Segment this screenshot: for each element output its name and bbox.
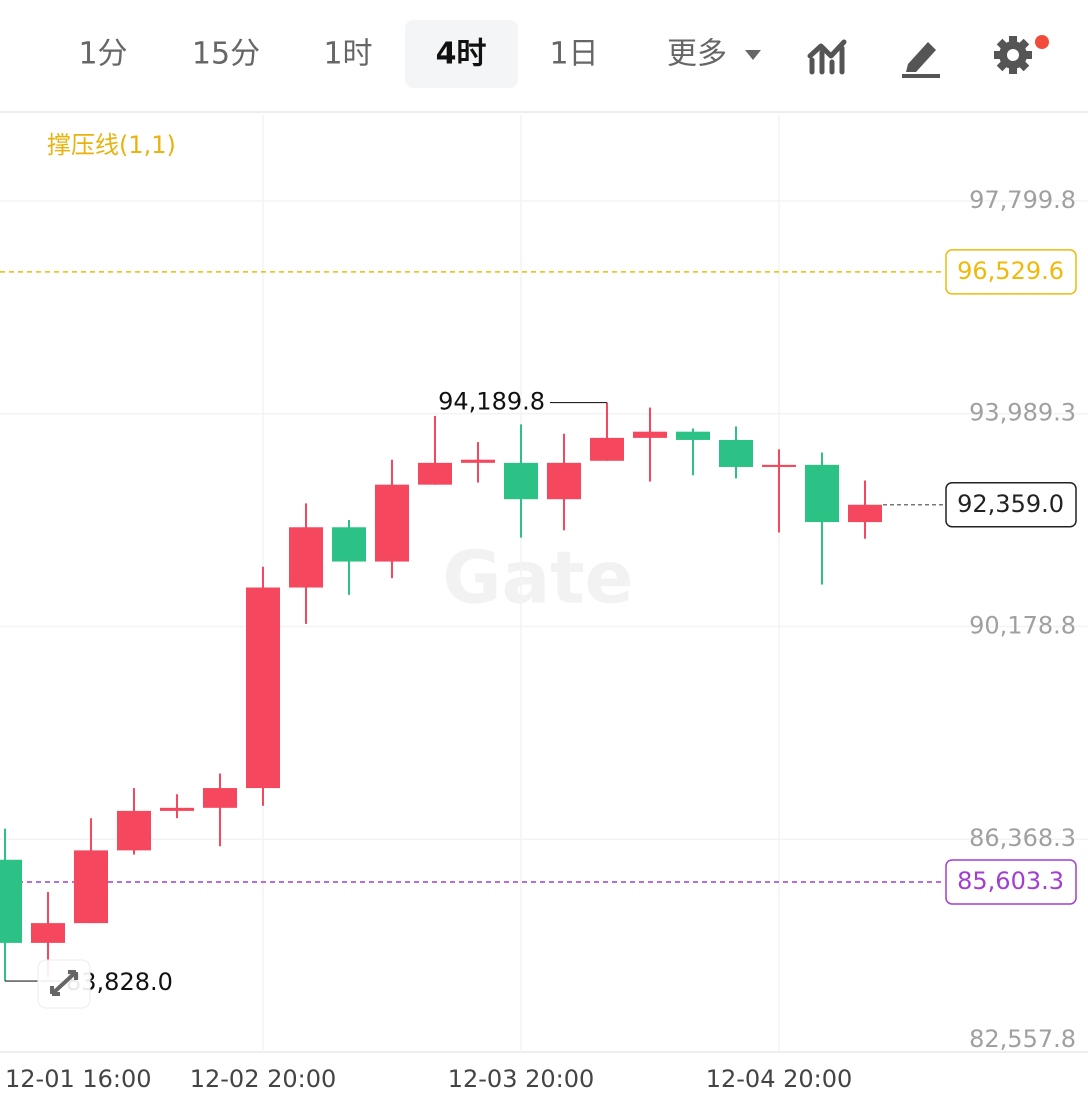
timeframe-tab[interactable]: 1日: [549, 37, 598, 72]
y-tick-label: 90,178.8: [969, 611, 1076, 639]
candle-body: [203, 788, 237, 808]
candle-body: [0, 859, 22, 943]
y-tick-label: 97,799.8: [969, 186, 1076, 214]
indicator-glyph: [807, 39, 847, 75]
timeframe-tab[interactable]: 更多: [667, 37, 761, 72]
candle-body: [289, 527, 323, 588]
candle-body: [805, 464, 839, 523]
candle-body: [633, 431, 667, 438]
draw-icon[interactable]: [902, 42, 940, 78]
pen-base: [902, 74, 940, 78]
candle-body: [676, 431, 710, 440]
high-marker-label: 94,189.8: [438, 388, 545, 416]
timeframe-tab[interactable]: 1时: [323, 37, 372, 72]
tab-highlight: [405, 20, 518, 88]
y-tick-label: 93,989.3: [969, 399, 1076, 427]
candle-body: [332, 527, 366, 562]
watermark: Gate: [443, 536, 634, 620]
candle-body: [246, 587, 280, 789]
price-label-box: [945, 859, 1077, 905]
candle-body: [719, 439, 753, 467]
timeframe-tab[interactable]: 15分: [192, 37, 260, 72]
gear-teeth: [994, 36, 1032, 74]
candle-body: [547, 462, 581, 500]
tab-label: 1时: [323, 37, 372, 72]
gear-hole: [1007, 49, 1019, 61]
dropdown-caret: [745, 50, 761, 60]
settings-icon[interactable]: [986, 28, 1049, 82]
x-tick-label: 12-02 20:00: [190, 1065, 337, 1093]
price-label-box: [945, 482, 1077, 528]
plot-area: Gate 82,557.8 86,368.3 90,178.8 93,989.3 97,7…: [0, 115, 1088, 1093]
tab-label: 4时: [436, 37, 487, 72]
candle-body: [504, 462, 538, 500]
price-label: 96,529.6: [957, 257, 1064, 285]
x-tick-label: 12-01 16:00: [5, 1065, 152, 1093]
price-label: 92,359.0: [957, 490, 1064, 518]
timeframe-tab[interactable]: 4时: [405, 20, 518, 88]
candle-body: [461, 459, 495, 463]
tab-label: 1日: [549, 37, 598, 72]
candle-body: [848, 504, 882, 523]
indicator-icon[interactable]: [807, 39, 847, 75]
x-tick-label: 12-04 20:00: [706, 1065, 853, 1093]
gear-teeth: [996, 38, 1030, 72]
expand-glyph: [50, 970, 78, 996]
x-tick-label: 12-03 20:00: [448, 1065, 595, 1093]
candle-body: [762, 464, 796, 467]
candle-body: [160, 807, 194, 811]
candle-body: [590, 437, 624, 461]
candle-body: [31, 923, 65, 943]
notification-dot: [1035, 35, 1049, 49]
candle-body: [74, 850, 108, 924]
tab-label: 15分: [192, 37, 260, 72]
indicator-label: 撑压线(1,1): [47, 131, 176, 159]
tab-label: 更多: [667, 37, 727, 72]
toolbar: 1分 15分 1时 4时 1日 更多: [78, 20, 761, 88]
expand-button[interactable]: [37, 959, 91, 1009]
price-label: 85,603.3: [957, 867, 1064, 895]
y-tick-label: 86,368.3: [969, 824, 1076, 852]
tab-label: 1分: [78, 37, 127, 72]
candle-body: [117, 810, 151, 851]
candle-body: [418, 462, 452, 485]
timeframe-tab[interactable]: 1分: [78, 37, 127, 72]
y-tick-label: 82,557.8: [969, 1025, 1076, 1053]
pen-glyph: [906, 42, 936, 72]
candle-body: [375, 484, 409, 562]
price-label-box: [945, 249, 1077, 295]
